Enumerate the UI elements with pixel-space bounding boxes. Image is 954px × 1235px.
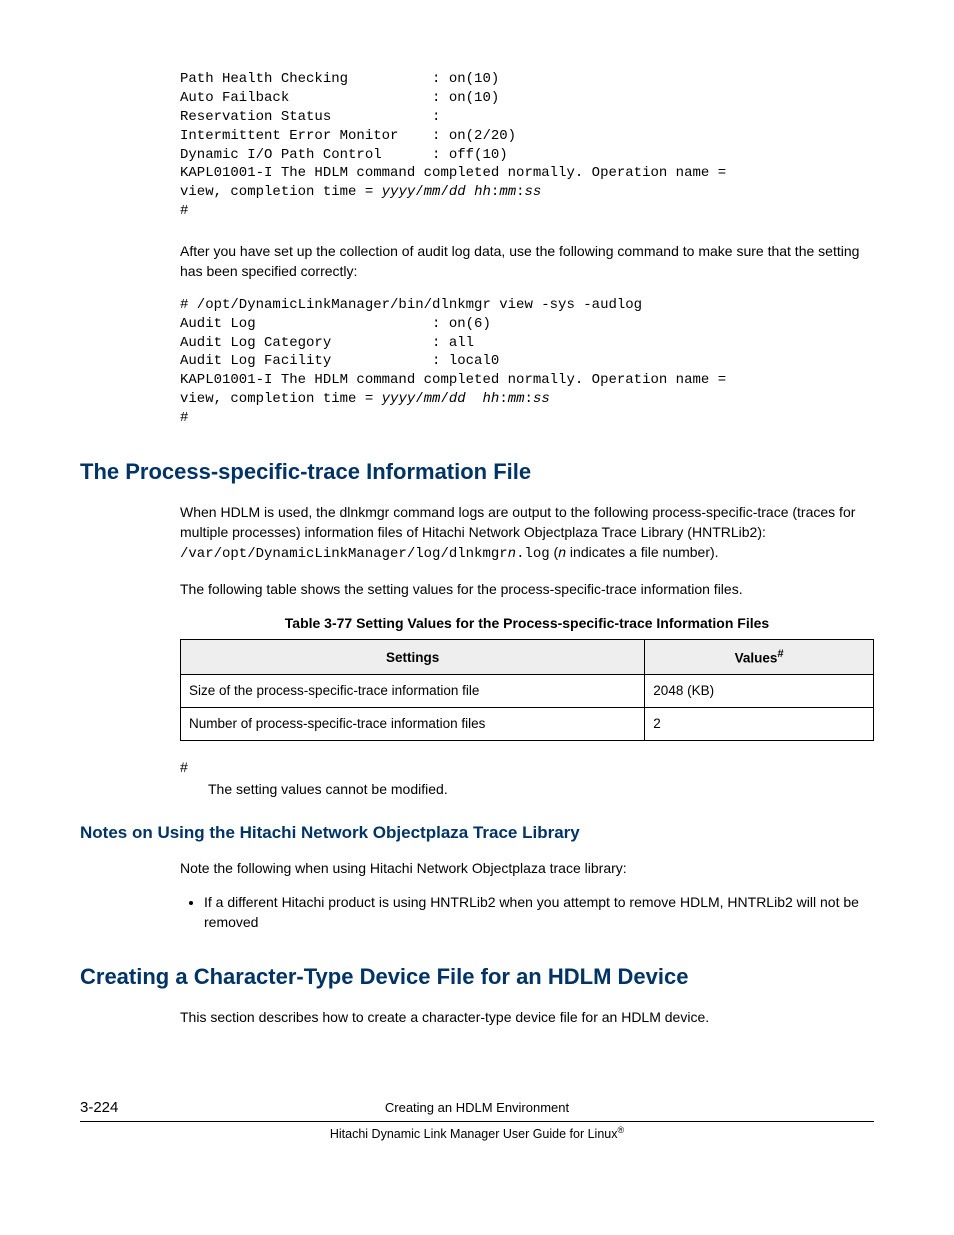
table-row: Size of the process-specific-trace infor… (181, 675, 874, 708)
bullet-list: If a different Hitachi product is using … (204, 892, 874, 933)
code-block-1: Path Health Checking : on(10) Auto Failb… (180, 70, 874, 221)
table-cell: Size of the process-specific-trace infor… (181, 675, 645, 708)
page-number: 3-224 (80, 1097, 118, 1119)
paragraph: Note the following when using Hitachi Ne… (180, 858, 874, 878)
page-footer: 3-224 Creating an HDLM Environment 3-224… (80, 1097, 874, 1143)
table-row: Number of process-specific-trace informa… (181, 707, 874, 740)
table-header: Settings (181, 640, 645, 675)
table-header: Values# (645, 640, 874, 675)
table-cell: Number of process-specific-trace informa… (181, 707, 645, 740)
paragraph: When HDLM is used, the dlnkmgr command l… (180, 502, 874, 565)
table-cell: 2048 (KB) (645, 675, 874, 708)
heading-notes-hntrlib: Notes on Using the Hitachi Network Objec… (80, 821, 874, 846)
paragraph: The following table shows the setting va… (180, 579, 874, 599)
paragraph: This section describes how to create a c… (180, 1007, 874, 1027)
footer-title: Creating an HDLM Environment (385, 1099, 569, 1118)
heading-process-trace: The Process-specific-trace Information F… (80, 456, 874, 488)
footnote-marker: # (180, 757, 874, 777)
footer-guide: Hitachi Dynamic Link Manager User Guide … (80, 1124, 874, 1143)
heading-char-device: Creating a Character-Type Device File fo… (80, 961, 874, 993)
settings-table: SettingsValues#Size of the process-speci… (180, 639, 874, 740)
list-item: If a different Hitachi product is using … (204, 892, 874, 933)
table-cell: 2 (645, 707, 874, 740)
table-caption: Table 3-77 Setting Values for the Proces… (180, 613, 874, 633)
footnote-text: The setting values cannot be modified. (208, 779, 874, 799)
paragraph: After you have set up the collection of … (180, 241, 874, 282)
code-block-2: # /opt/DynamicLinkManager/bin/dlnkmgr vi… (180, 296, 874, 428)
